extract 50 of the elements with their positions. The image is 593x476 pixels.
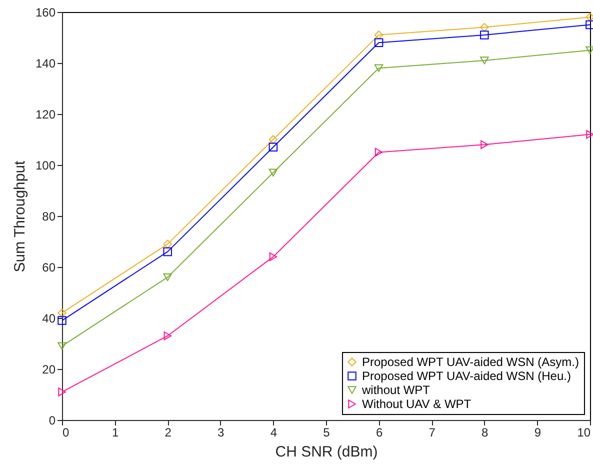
x-tick-label: 2 xyxy=(164,426,172,440)
y-tick-label: 40 xyxy=(42,312,56,326)
point xyxy=(586,46,593,54)
point xyxy=(586,12,593,22)
legend-label: Proposed WPT UAV-aided WSN (Asym.) xyxy=(362,355,579,369)
y-tick-label: 100 xyxy=(35,158,56,172)
x-tick-label: 6 xyxy=(376,426,383,440)
x-tick-label: 10 xyxy=(577,426,591,440)
x-tick-label: 3 xyxy=(218,426,225,440)
point xyxy=(163,240,172,248)
point xyxy=(586,130,593,139)
point xyxy=(164,331,172,340)
point xyxy=(58,316,66,325)
point xyxy=(480,140,488,149)
y-tick-label: 160 xyxy=(35,6,56,20)
y-tick-label: 80 xyxy=(42,210,56,224)
point xyxy=(269,252,278,262)
x-tick-label: 8 xyxy=(482,426,489,440)
x-tick-label: 5 xyxy=(323,426,330,440)
point xyxy=(268,135,278,144)
point xyxy=(374,38,384,47)
legend-label: without WPT xyxy=(361,383,431,397)
x-tick-label: 7 xyxy=(428,426,436,440)
point xyxy=(374,64,384,72)
point xyxy=(58,308,66,318)
y-tick-label: 140 xyxy=(35,56,56,70)
point xyxy=(374,30,384,40)
point xyxy=(58,342,66,350)
x-tick-label: 9 xyxy=(534,426,542,440)
point xyxy=(163,247,172,256)
y-tick-label: 60 xyxy=(42,260,56,274)
point xyxy=(268,168,278,177)
y-tick-label: 120 xyxy=(35,108,56,122)
point xyxy=(480,30,489,40)
point xyxy=(480,22,489,32)
legend-label: Proposed WPT UAV-aided WSN (Heu.) xyxy=(362,369,571,383)
legend-label: Without UAV & WPT xyxy=(362,397,472,411)
point xyxy=(58,388,66,396)
y-tick-label: 20 xyxy=(42,362,56,376)
x-tick-label: 0 xyxy=(62,426,70,440)
point xyxy=(268,142,278,152)
point xyxy=(586,20,593,30)
x-axis-title: CH SNR (dBm) xyxy=(275,444,378,460)
x-tick-label: 1 xyxy=(112,426,119,440)
point xyxy=(374,148,383,157)
point xyxy=(163,273,172,282)
point xyxy=(480,56,489,64)
x-tick-label: 4 xyxy=(270,426,278,440)
y-tick-label: 0 xyxy=(48,414,56,428)
y-axis-title: Sum Throughput xyxy=(11,160,28,272)
